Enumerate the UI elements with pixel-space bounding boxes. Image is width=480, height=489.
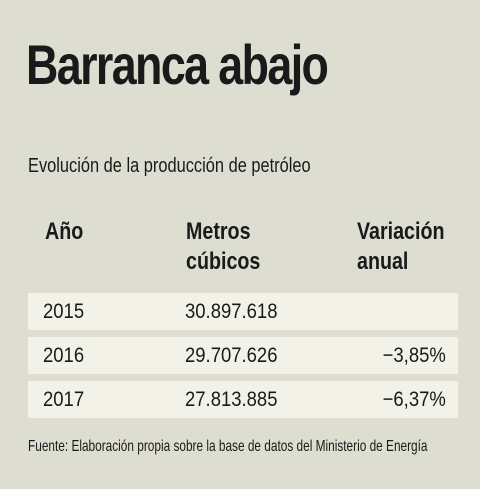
cubic-meters-cell: 29.707.626 <box>185 344 278 367</box>
table-row: 2016 29.707.626 −3,85% <box>28 337 458 374</box>
year-cell: 2017 <box>43 388 85 411</box>
cubic-meters-cell: 30.897.618 <box>185 300 278 323</box>
table-row: 2015 30.897.618 <box>28 293 458 330</box>
table-row: 2017 27.813.885 −6,37% <box>28 381 458 418</box>
variation-cell: −6,37% <box>382 388 446 411</box>
table-header: Año Metros cúbicos Variación anual <box>0 217 480 287</box>
column-header-year: Año <box>45 218 84 245</box>
column-header-cubic-meters: Metros cúbicos <box>186 218 261 275</box>
year-cell: 2016 <box>43 344 85 367</box>
source-note: Fuente: Elaboración propia sobre la base… <box>28 438 428 455</box>
table-body: 2015 30.897.618 2016 29.707.626 −3,85% 2… <box>28 293 458 425</box>
cubic-meters-cell: 27.813.885 <box>185 388 278 411</box>
variation-cell: −3,85% <box>382 344 446 367</box>
year-cell: 2015 <box>43 300 85 323</box>
column-header-annual-variation: Variación anual <box>357 218 445 275</box>
chart-title: Barranca abajo <box>26 33 329 96</box>
chart-subtitle: Evolución de la producción de petróleo <box>28 155 311 177</box>
